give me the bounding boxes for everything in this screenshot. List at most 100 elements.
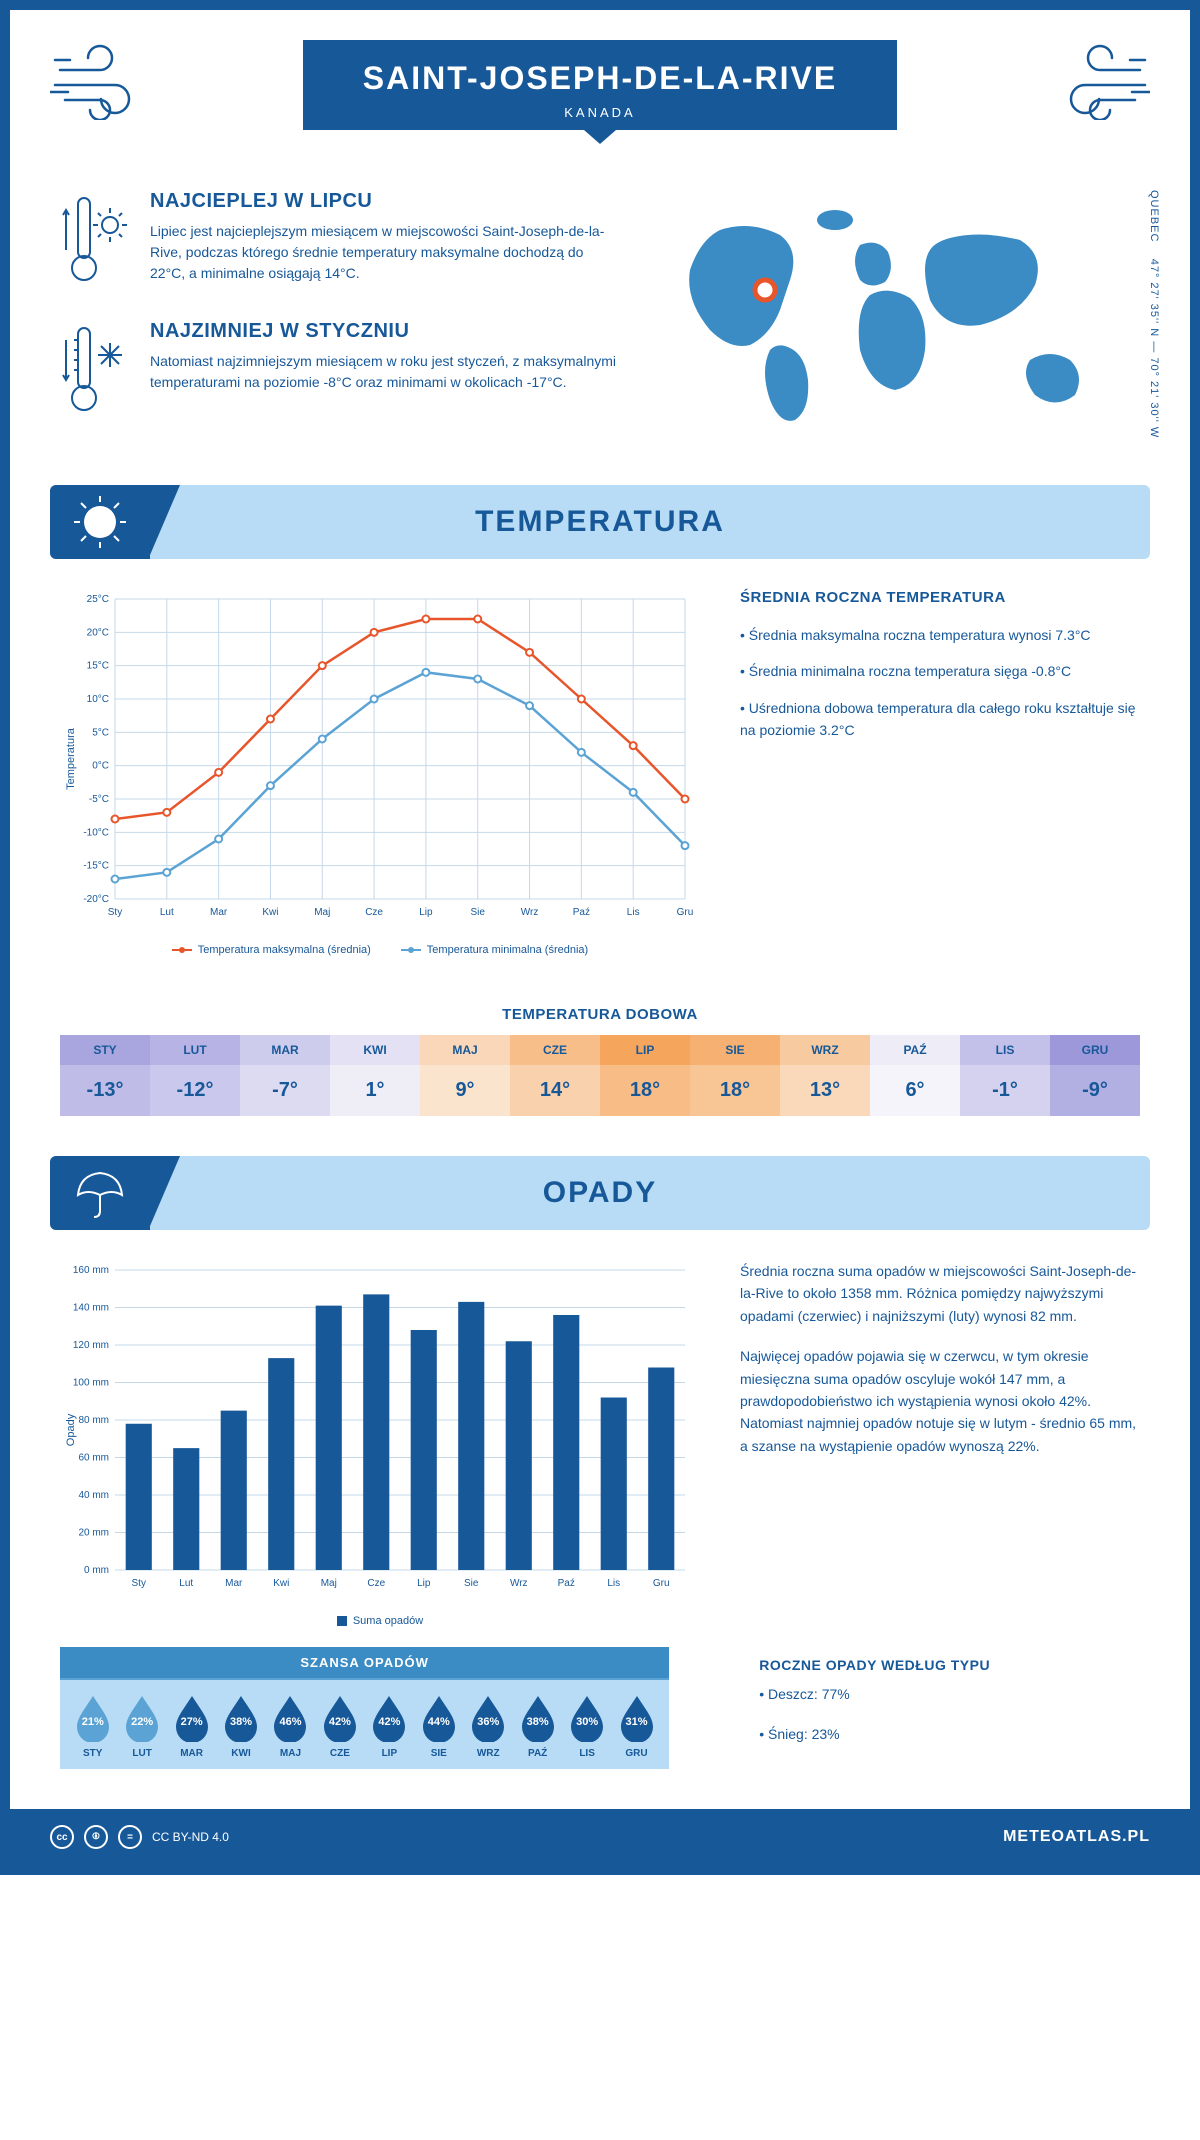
temperature-chart: -20°C-15°C-10°C-5°C0°C5°C10°C15°C20°C25°… bbox=[60, 589, 700, 956]
chance-cell: 27% MAR bbox=[167, 1694, 216, 1759]
temperature-legend: Temperatura maksymalna (średnia) Tempera… bbox=[60, 944, 700, 956]
stats-b3: • Uśredniona dobowa temperatura dla całe… bbox=[740, 697, 1140, 742]
svg-text:Temperatura: Temperatura bbox=[65, 727, 77, 790]
svg-text:Gru: Gru bbox=[677, 907, 694, 918]
svg-text:Opady: Opady bbox=[65, 1413, 77, 1446]
daily-cell: STY -13° bbox=[60, 1035, 150, 1116]
svg-text:15°C: 15°C bbox=[87, 661, 109, 672]
svg-text:Mar: Mar bbox=[225, 1578, 243, 1589]
stats-title: ŚREDNIA ROCZNA TEMPERATURA bbox=[740, 589, 1140, 606]
coldest-title: NAJZIMNIEJ W STYCZNIU bbox=[150, 320, 620, 343]
svg-text:Lut: Lut bbox=[179, 1578, 193, 1589]
world-map: QUEBEC 47° 27' 35'' N — 70° 21' 30'' W bbox=[660, 190, 1140, 455]
stats-b1: • Średnia maksymalna roczna temperatura … bbox=[740, 624, 1140, 646]
types-b1: • Deszcz: 77% bbox=[759, 1683, 1140, 1705]
temperature-stats: ŚREDNIA ROCZNA TEMPERATURA • Średnia mak… bbox=[740, 589, 1140, 956]
svg-text:Lip: Lip bbox=[419, 907, 433, 918]
precip-p1: Średnia roczna suma opadów w miejscowośc… bbox=[740, 1260, 1140, 1327]
svg-text:-5°C: -5°C bbox=[89, 794, 109, 805]
header: SAINT-JOSEPH-DE-LA-RIVE KANADA bbox=[10, 10, 1190, 150]
chance-cell: 36% WRZ bbox=[464, 1694, 513, 1759]
svg-text:Kwi: Kwi bbox=[262, 907, 278, 918]
daily-cell: CZE 14° bbox=[510, 1035, 600, 1116]
daily-cell: LUT -12° bbox=[150, 1035, 240, 1116]
chance-cell: 42% CZE bbox=[315, 1694, 364, 1759]
daily-cell: PAŹ 6° bbox=[870, 1035, 960, 1116]
svg-text:0°C: 0°C bbox=[92, 761, 109, 772]
svg-text:Paź: Paź bbox=[573, 907, 590, 918]
cc-icon: cc bbox=[50, 1825, 74, 1849]
precip-chance-box: SZANSA OPADÓW 21% STY 22% LUT 27% MAR 38… bbox=[60, 1647, 669, 1769]
types-title: ROCZNE OPADY WEDŁUG TYPU bbox=[759, 1657, 1140, 1673]
svg-text:120 mm: 120 mm bbox=[73, 1340, 109, 1351]
chance-cell: 30% LIS bbox=[562, 1694, 611, 1759]
svg-text:Gru: Gru bbox=[653, 1578, 670, 1589]
svg-text:Cze: Cze bbox=[365, 907, 383, 918]
warmest-text: Lipiec jest najcieplejszym miesiącem w m… bbox=[150, 221, 620, 284]
svg-text:Lis: Lis bbox=[627, 907, 640, 918]
temperature-section-header: TEMPERATURA bbox=[50, 485, 1150, 559]
svg-text:Maj: Maj bbox=[314, 907, 330, 918]
thermometer-hot-icon bbox=[60, 190, 130, 290]
svg-text:Sie: Sie bbox=[464, 1578, 479, 1589]
svg-text:140 mm: 140 mm bbox=[73, 1303, 109, 1314]
svg-text:20 mm: 20 mm bbox=[78, 1528, 109, 1539]
by-icon: 🅯 bbox=[84, 1825, 108, 1849]
svg-text:160 mm: 160 mm bbox=[73, 1265, 109, 1276]
svg-text:Sty: Sty bbox=[132, 1578, 146, 1589]
chance-cell: 44% SIE bbox=[414, 1694, 463, 1759]
daily-cell: MAR -7° bbox=[240, 1035, 330, 1116]
thermometer-cold-icon bbox=[60, 320, 130, 420]
coldest-text: Natomiast najzimniejszym miesiącem w rok… bbox=[150, 351, 620, 393]
country-label: KANADA bbox=[363, 105, 837, 120]
svg-text:Cze: Cze bbox=[367, 1578, 385, 1589]
svg-text:Kwi: Kwi bbox=[273, 1578, 289, 1589]
chance-cell: 31% GRU bbox=[612, 1694, 661, 1759]
license-text: CC BY-ND 4.0 bbox=[152, 1830, 229, 1844]
daily-cell: WRZ 13° bbox=[780, 1035, 870, 1116]
legend-max: Temperatura maksymalna (średnia) bbox=[198, 944, 371, 956]
chance-cell: 21% STY bbox=[68, 1694, 117, 1759]
precip-legend: Suma opadów bbox=[60, 1615, 700, 1627]
svg-text:Wrz: Wrz bbox=[510, 1578, 528, 1589]
precip-section-header: OPADY bbox=[50, 1156, 1150, 1230]
daily-cell: MAJ 9° bbox=[420, 1035, 510, 1116]
svg-text:20°C: 20°C bbox=[87, 627, 109, 638]
daily-cell: GRU -9° bbox=[1050, 1035, 1140, 1116]
location-title: SAINT-JOSEPH-DE-LA-RIVE bbox=[363, 60, 837, 97]
coords-text: 47° 27' 35'' N — 70° 21' 30'' W bbox=[1148, 259, 1160, 439]
svg-text:-10°C: -10°C bbox=[83, 827, 109, 838]
svg-text:40 mm: 40 mm bbox=[78, 1490, 109, 1501]
svg-text:Lut: Lut bbox=[160, 907, 174, 918]
daily-cell: LIP 18° bbox=[600, 1035, 690, 1116]
svg-text:100 mm: 100 mm bbox=[73, 1378, 109, 1389]
chance-cell: 22% LUT bbox=[117, 1694, 166, 1759]
svg-text:Mar: Mar bbox=[210, 907, 228, 918]
svg-text:Sie: Sie bbox=[471, 907, 486, 918]
svg-text:Lip: Lip bbox=[417, 1578, 431, 1589]
wind-icon-left bbox=[50, 40, 170, 120]
svg-text:60 mm: 60 mm bbox=[78, 1453, 109, 1464]
chance-cell: 46% MAJ bbox=[266, 1694, 315, 1759]
precip-text: Średnia roczna suma opadów w miejscowośc… bbox=[740, 1260, 1140, 1627]
svg-text:80 mm: 80 mm bbox=[78, 1415, 109, 1426]
infographic-page: SAINT-JOSEPH-DE-LA-RIVE KANADA bbox=[0, 0, 1200, 1875]
legend-min: Temperatura minimalna (średnia) bbox=[427, 944, 588, 956]
daily-temp-title: TEMPERATURA DOBOWA bbox=[10, 1006, 1190, 1023]
footer: cc 🅯 = CC BY-ND 4.0 METEOATLAS.PL bbox=[10, 1809, 1190, 1865]
svg-text:10°C: 10°C bbox=[87, 694, 109, 705]
daily-cell: KWI 1° bbox=[330, 1035, 420, 1116]
precip-title: OPADY bbox=[50, 1176, 1150, 1210]
site-name: METEOATLAS.PL bbox=[1003, 1828, 1150, 1846]
chance-cell: 42% LIP bbox=[365, 1694, 414, 1759]
nd-icon: = bbox=[118, 1825, 142, 1849]
svg-text:25°C: 25°C bbox=[87, 594, 109, 605]
precip-legend-label: Suma opadów bbox=[353, 1615, 423, 1627]
svg-text:-20°C: -20°C bbox=[83, 894, 109, 905]
daily-cell: LIS -1° bbox=[960, 1035, 1050, 1116]
coldest-block: NAJZIMNIEJ W STYCZNIU Natomiast najzimni… bbox=[60, 320, 620, 420]
umbrella-icon bbox=[50, 1156, 150, 1230]
temperature-title: TEMPERATURA bbox=[50, 505, 1150, 539]
region-label: QUEBEC bbox=[1148, 190, 1160, 242]
warmest-title: NAJCIEPLEJ W LIPCU bbox=[150, 190, 620, 213]
